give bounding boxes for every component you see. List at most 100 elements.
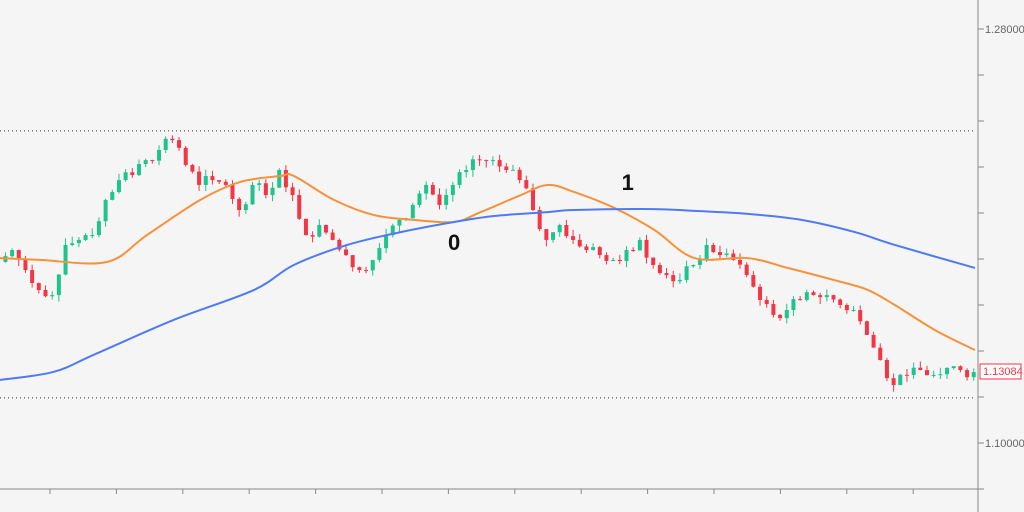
candle-body bbox=[303, 218, 308, 236]
candle-body bbox=[350, 255, 355, 268]
candle-body bbox=[177, 140, 182, 148]
candle-body bbox=[136, 164, 141, 176]
candle-body bbox=[223, 181, 228, 185]
candle-body bbox=[190, 164, 195, 172]
candle-body bbox=[951, 366, 956, 369]
candle-body bbox=[424, 184, 429, 194]
candle-body bbox=[490, 160, 495, 162]
candle-body bbox=[116, 180, 121, 193]
candle-body bbox=[711, 244, 716, 253]
candle-body bbox=[470, 159, 475, 170]
candle-body bbox=[397, 219, 402, 226]
candle-body bbox=[477, 159, 482, 161]
candle-body bbox=[123, 172, 128, 181]
candle-body bbox=[617, 259, 622, 262]
candle-body bbox=[263, 183, 268, 196]
candle-body bbox=[96, 221, 101, 236]
candle-body bbox=[591, 247, 596, 251]
candle-body bbox=[784, 310, 789, 319]
candle-body bbox=[63, 244, 68, 275]
candle-body bbox=[56, 274, 61, 296]
candle-body bbox=[717, 252, 722, 256]
last-price-label: 1.13084 bbox=[983, 366, 1023, 378]
candle-body bbox=[337, 239, 342, 250]
candle-body bbox=[517, 169, 522, 181]
candle-body bbox=[611, 259, 616, 261]
candle-body bbox=[751, 275, 756, 287]
candle-body bbox=[417, 193, 422, 205]
candle-body bbox=[677, 279, 682, 282]
candle-body bbox=[250, 184, 255, 205]
candle-body bbox=[410, 204, 415, 219]
candle-body bbox=[631, 250, 636, 252]
candle-body bbox=[731, 253, 736, 260]
candle-body bbox=[657, 264, 662, 274]
y-tick-label-bottom: 1.10000 bbox=[985, 438, 1024, 450]
candle-body bbox=[210, 176, 215, 181]
candle-body bbox=[390, 225, 395, 236]
candle-body bbox=[891, 378, 896, 386]
candle-body bbox=[163, 138, 168, 150]
candle-body bbox=[904, 374, 909, 376]
candle-body bbox=[791, 299, 796, 311]
candle-body bbox=[804, 292, 809, 300]
candle-body bbox=[925, 370, 930, 376]
moving-average-orange-line bbox=[0, 172, 976, 351]
candle-body bbox=[697, 260, 702, 265]
candle-body bbox=[818, 295, 823, 298]
candle-body bbox=[370, 259, 375, 271]
candle-body bbox=[130, 172, 135, 176]
candle-body bbox=[637, 239, 642, 251]
candle-body bbox=[504, 166, 509, 170]
candle-body bbox=[297, 195, 302, 219]
candle-body bbox=[317, 224, 322, 237]
candle-body bbox=[811, 292, 816, 296]
candle-body bbox=[377, 248, 382, 260]
candle-body bbox=[838, 299, 843, 305]
candle-body bbox=[444, 194, 449, 205]
candle-body bbox=[43, 290, 48, 297]
candle-body bbox=[958, 366, 963, 371]
candle-body bbox=[597, 247, 602, 256]
candle-body bbox=[330, 232, 335, 240]
candle-body bbox=[918, 367, 923, 371]
candle-body bbox=[831, 295, 836, 300]
candle-body bbox=[83, 235, 88, 240]
candle-body bbox=[157, 149, 162, 161]
candle-body bbox=[577, 239, 582, 247]
candle-body bbox=[230, 184, 235, 199]
candle-body bbox=[871, 334, 876, 348]
candle-body bbox=[497, 160, 502, 167]
candle-body bbox=[544, 229, 549, 240]
candle-body bbox=[664, 273, 669, 276]
last-price-tag bbox=[979, 363, 1022, 380]
candle-body bbox=[771, 304, 776, 315]
candle-body bbox=[257, 183, 262, 185]
candle-body bbox=[70, 243, 75, 245]
candle-body bbox=[884, 359, 889, 379]
candle-body bbox=[277, 169, 282, 188]
candle-body bbox=[197, 171, 202, 185]
candle-body bbox=[103, 199, 108, 222]
candle-body bbox=[243, 204, 248, 211]
candle-body bbox=[671, 275, 676, 282]
candle-body bbox=[778, 314, 783, 319]
candle-body bbox=[10, 250, 15, 257]
candle-body bbox=[691, 264, 696, 267]
candle-body bbox=[584, 246, 589, 251]
candle-body bbox=[450, 184, 455, 195]
candle-body bbox=[203, 176, 208, 185]
candle-body bbox=[30, 270, 35, 284]
candle-body bbox=[844, 305, 849, 311]
candle-body bbox=[237, 198, 242, 211]
candle-body bbox=[564, 224, 569, 237]
candle-body bbox=[724, 253, 729, 256]
candle-body bbox=[644, 239, 649, 258]
candle-body bbox=[744, 264, 749, 276]
wave-label-0: 0 bbox=[448, 230, 460, 255]
candle-body bbox=[357, 267, 362, 271]
candle-body bbox=[571, 236, 576, 240]
candle-body bbox=[931, 374, 936, 376]
candle-body bbox=[851, 310, 856, 312]
